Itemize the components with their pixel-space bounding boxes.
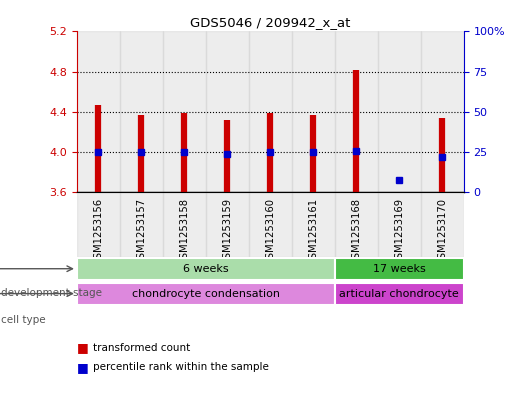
Bar xyxy=(77,31,120,193)
Text: cell type: cell type xyxy=(1,315,46,325)
Bar xyxy=(77,283,335,305)
Bar xyxy=(378,31,421,193)
Text: ■: ■ xyxy=(77,361,93,374)
Bar xyxy=(335,258,464,281)
Text: GSM1253158: GSM1253158 xyxy=(179,198,189,264)
Bar xyxy=(120,193,163,257)
Text: GSM1253159: GSM1253159 xyxy=(222,198,232,264)
Bar xyxy=(77,258,335,281)
Text: percentile rank within the sample: percentile rank within the sample xyxy=(93,362,269,373)
Text: GSM1253168: GSM1253168 xyxy=(351,198,361,264)
Text: GSM1253161: GSM1253161 xyxy=(308,198,319,264)
Bar xyxy=(206,193,249,257)
Text: chondrocyte condensation: chondrocyte condensation xyxy=(132,288,280,299)
Bar xyxy=(163,31,206,193)
Bar xyxy=(378,193,421,257)
Text: GSM1253157: GSM1253157 xyxy=(136,198,146,264)
Text: 6 weeks: 6 weeks xyxy=(183,264,228,274)
Text: development stage: development stage xyxy=(1,288,102,298)
Text: articular chondrocyte: articular chondrocyte xyxy=(339,288,459,299)
Bar xyxy=(249,193,292,257)
Bar xyxy=(335,193,378,257)
Text: GSM1253170: GSM1253170 xyxy=(437,198,447,264)
Text: transformed count: transformed count xyxy=(93,343,190,353)
Bar xyxy=(421,31,464,193)
Bar xyxy=(120,31,163,193)
Text: GSM1253156: GSM1253156 xyxy=(93,198,103,264)
Bar xyxy=(163,193,206,257)
Bar xyxy=(292,193,335,257)
Bar xyxy=(249,31,292,193)
Text: GSM1253160: GSM1253160 xyxy=(266,198,275,264)
Bar xyxy=(292,31,335,193)
Bar xyxy=(421,193,464,257)
Bar xyxy=(335,283,464,305)
Text: ■: ■ xyxy=(77,341,93,354)
Text: GSM1253169: GSM1253169 xyxy=(394,198,404,264)
Bar xyxy=(335,31,378,193)
Text: 17 weeks: 17 weeks xyxy=(373,264,426,274)
Title: GDS5046 / 209942_x_at: GDS5046 / 209942_x_at xyxy=(190,16,350,29)
Bar xyxy=(77,193,120,257)
Bar xyxy=(206,31,249,193)
